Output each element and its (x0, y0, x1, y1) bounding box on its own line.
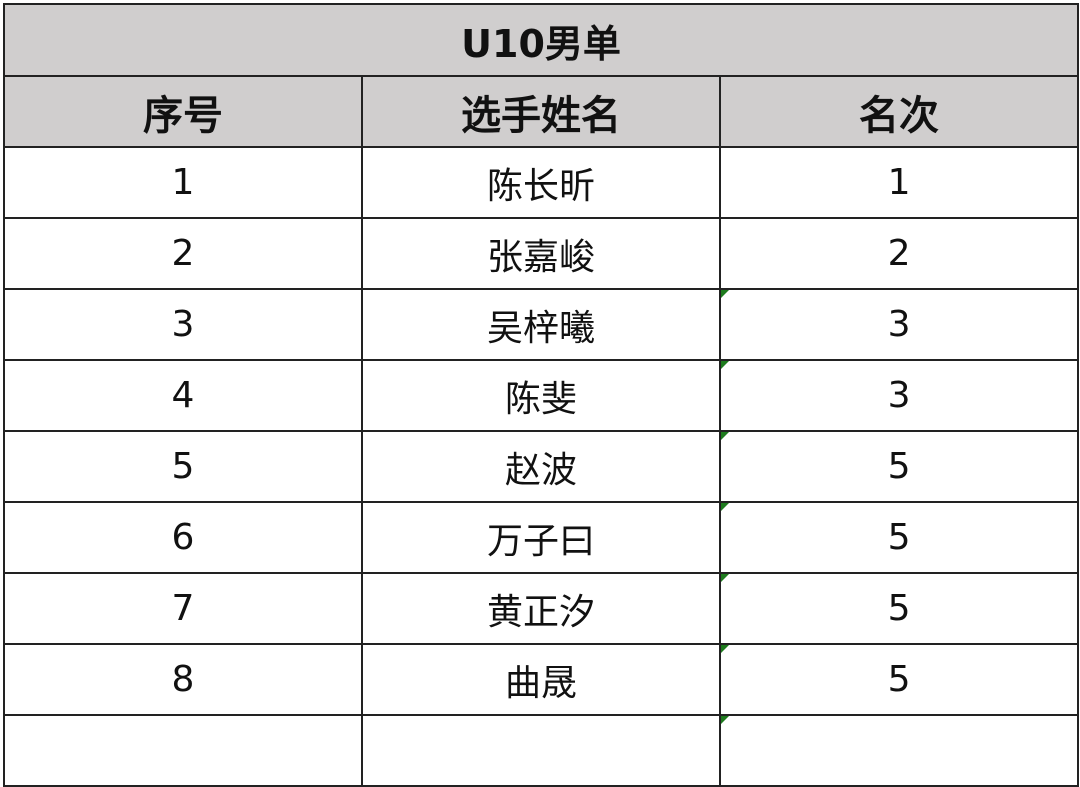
number-cell-text: 2 (171, 233, 195, 274)
rank-cell-text: 1 (887, 162, 911, 203)
rank-cell[interactable]: 3 (718, 288, 1080, 361)
number-cell-text: 4 (171, 375, 195, 416)
name-cell[interactable]: 陈长昕 (361, 146, 721, 219)
rank-cell[interactable]: 5 (718, 430, 1080, 503)
name-cell-text: 吴梓曦 (486, 307, 595, 349)
table-row: 2 张嘉峻 2 (3, 217, 1080, 290)
number-cell-text: 5 (171, 446, 195, 487)
header-player-name[interactable]: 选手姓名 (361, 75, 721, 148)
rank-cell-text: 5 (887, 588, 911, 629)
header-number[interactable]: 序号 (3, 75, 363, 148)
number-cell[interactable]: 7 (3, 572, 363, 645)
table-title[interactable]: U10男单 (2, 3, 1080, 77)
table-row: 3 吴梓曦 3 (3, 288, 1080, 361)
rank-cell[interactable]: 5 (718, 572, 1080, 645)
number-cell-text: 7 (171, 588, 195, 629)
title-row: U10男单 (2, 3, 1080, 77)
name-cell-text: 黄正汐 (486, 591, 595, 633)
name-cell[interactable]: 张嘉峻 (361, 217, 721, 290)
number-cell[interactable]: 2 (3, 217, 363, 290)
name-cell[interactable]: 吴梓曦 (361, 288, 721, 361)
header-rank[interactable]: 名次 (718, 75, 1080, 148)
rank-cell[interactable]: 5 (718, 643, 1080, 716)
header-row: 序号 选手姓名 名次 (3, 75, 1080, 148)
name-cell-text: 万子曰 (486, 520, 595, 562)
empty-cell[interactable] (718, 714, 1080, 787)
error-indicator-icon (721, 432, 729, 440)
rank-cell-text: 5 (887, 659, 911, 700)
rank-cell[interactable]: 2 (718, 217, 1080, 290)
number-cell[interactable]: 8 (3, 643, 363, 716)
table-row: 1 陈长昕 1 (3, 146, 1080, 219)
table-row: 6 万子曰 5 (3, 501, 1080, 574)
error-indicator-icon (721, 361, 729, 369)
rank-cell[interactable]: 5 (718, 501, 1080, 574)
empty-cell[interactable] (3, 714, 363, 787)
name-cell[interactable]: 赵波 (361, 430, 721, 503)
results-table: U10男单 序号 选手姓名 名次 1 陈长昕 1 2 张嘉峻 2 3 吴梓曦 3 4 陈斐 3 5 赵波 5… (2, 3, 1080, 787)
number-cell[interactable]: 1 (3, 146, 363, 219)
table-row: 5 赵波 5 (3, 430, 1080, 503)
error-indicator-icon (721, 290, 729, 298)
name-cell-text: 张嘉峻 (486, 236, 595, 278)
rank-cell[interactable]: 1 (718, 146, 1080, 219)
number-cell-text: 1 (171, 162, 195, 203)
table-row (3, 714, 1080, 787)
name-cell-text: 曲晟 (504, 662, 577, 704)
name-cell[interactable]: 陈斐 (361, 359, 721, 432)
number-cell-text: 8 (171, 659, 195, 700)
number-cell[interactable]: 6 (3, 501, 363, 574)
rank-cell-text: 3 (887, 304, 911, 345)
name-cell[interactable]: 曲晟 (361, 643, 721, 716)
number-cell[interactable]: 3 (3, 288, 363, 361)
table-row: 7 黄正汐 5 (3, 572, 1080, 645)
rank-cell-text: 5 (887, 517, 911, 558)
rank-cell-text: 2 (887, 233, 911, 274)
table-row: 4 陈斐 3 (3, 359, 1080, 432)
name-cell-text: 陈长昕 (486, 165, 595, 207)
error-indicator-icon (721, 574, 729, 582)
number-cell-text: 6 (171, 517, 195, 558)
error-indicator-icon (721, 645, 729, 653)
name-cell-text: 陈斐 (504, 378, 577, 420)
error-indicator-icon (721, 716, 729, 724)
error-indicator-icon (721, 503, 729, 511)
rank-cell[interactable]: 3 (718, 359, 1080, 432)
number-cell[interactable]: 5 (3, 430, 363, 503)
rank-cell-text: 3 (887, 375, 911, 416)
rank-cell-text: 5 (887, 446, 911, 487)
number-cell-text: 3 (171, 304, 195, 345)
name-cell[interactable]: 黄正汐 (361, 572, 721, 645)
empty-cell[interactable] (361, 714, 721, 787)
number-cell[interactable]: 4 (3, 359, 363, 432)
table-row: 8 曲晟 5 (3, 643, 1080, 716)
name-cell[interactable]: 万子曰 (361, 501, 721, 574)
name-cell-text: 赵波 (504, 449, 577, 491)
